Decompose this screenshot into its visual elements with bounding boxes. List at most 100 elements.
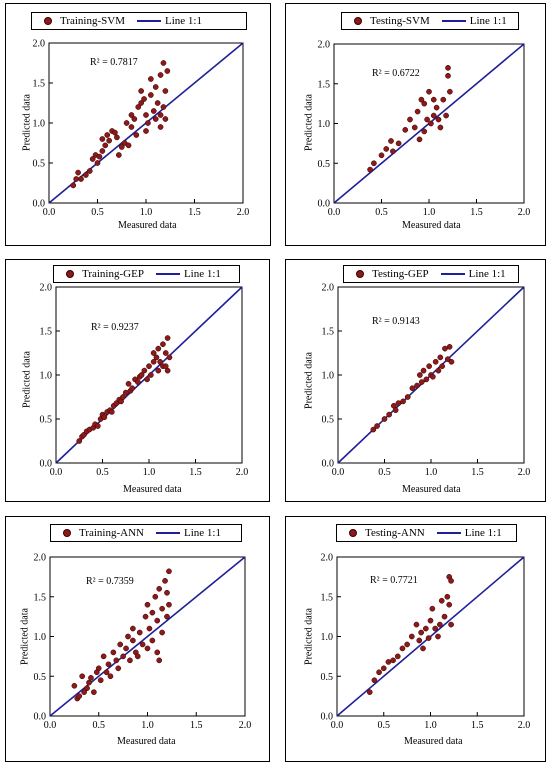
data-point: [144, 645, 151, 652]
x-tick-label: 0.5: [375, 207, 388, 218]
y-tick-label: 1.5: [34, 592, 47, 603]
data-point: [394, 653, 401, 660]
data-point: [71, 682, 78, 689]
y-tick-label: 1.5: [40, 327, 53, 338]
data-point: [150, 358, 157, 365]
data-point: [430, 96, 437, 103]
x-tick-label: 1.5: [471, 467, 484, 478]
data-point: [143, 112, 149, 118]
data-point: [370, 426, 377, 433]
data-point: [78, 176, 84, 182]
data-point: [148, 76, 154, 82]
data-point: [149, 609, 156, 616]
data-point: [113, 657, 120, 664]
y-tick-label: 0.5: [321, 672, 334, 683]
data-point: [96, 153, 103, 160]
data-point: [76, 693, 83, 699]
y-tick-label: 2.0: [322, 283, 335, 294]
data-point: [162, 88, 169, 94]
data-point: [390, 148, 396, 155]
data-point: [70, 182, 77, 189]
data-point: [402, 127, 409, 133]
chart-panel-testing-ann: Testing-ANN Line 1:1 R² = 0.7721 Predict…: [285, 516, 546, 762]
data-point: [154, 649, 161, 656]
data-point: [388, 138, 394, 144]
x-tick-label: 1.0: [423, 207, 436, 218]
data-point: [416, 136, 423, 143]
data-point: [430, 112, 437, 119]
data-point: [416, 637, 423, 644]
data-point: [407, 116, 413, 123]
data-point: [141, 367, 148, 374]
data-point: [154, 100, 161, 106]
data-point: [162, 578, 168, 584]
data-point: [99, 148, 106, 154]
data-point: [395, 140, 402, 147]
data-point: [411, 124, 418, 131]
data-point: [86, 679, 92, 686]
data-point: [164, 613, 170, 620]
r-squared-label: R² = 0.7721: [370, 575, 418, 586]
data-point: [164, 589, 170, 596]
chart-legend: Training-SVM Line 1:1: [31, 12, 247, 30]
data-point: [86, 168, 93, 174]
data-point: [146, 625, 153, 632]
chart-plot-area: 0.0 0.5 1.0 1.5 2.0 0.0 0.5 1.0 1.5 2.0: [40, 283, 249, 479]
data-point: [152, 593, 159, 600]
r-squared-label: R² = 0.7817: [90, 57, 138, 68]
legend-line-label: Line 1:1: [165, 15, 202, 27]
y-tick-label: 0.0: [322, 459, 335, 470]
chart-panel-training-gep: Training-GEP Line 1:1 R² = 0.9237 Predic…: [5, 259, 270, 502]
data-point: [145, 120, 151, 126]
data-point: [413, 621, 420, 628]
data-point: [160, 60, 167, 66]
y-tick-label: 1.0: [321, 632, 334, 643]
legend-marker-icon: [356, 270, 364, 278]
legend-marker-icon: [44, 17, 52, 25]
data-point: [427, 617, 434, 624]
legend-line-icon: [155, 273, 180, 275]
data-point: [143, 128, 149, 134]
data-point: [428, 120, 434, 127]
y-tick-label: 0.0: [33, 199, 46, 210]
y-tick-label: 0.0: [321, 712, 334, 723]
legend-line-icon: [436, 532, 461, 534]
x-tick-label: 1.0: [425, 467, 438, 478]
x-tick-label: 1.5: [189, 467, 202, 478]
data-point: [404, 394, 411, 400]
y-tick-label: 0.0: [34, 712, 47, 723]
chart-panel-training-svm: Training-SVM Line 1:1 R² = 0.7817 Predic…: [5, 3, 271, 246]
r-squared-label: R² = 0.6722: [372, 68, 420, 79]
x-axis-label: Measured data: [118, 220, 177, 231]
data-point: [138, 88, 144, 94]
data-point: [144, 601, 151, 608]
data-point: [100, 653, 107, 660]
data-point: [150, 108, 157, 114]
data-point: [164, 335, 171, 341]
x-tick-label: 2.0: [239, 720, 252, 731]
y-tick-label: 1.5: [321, 592, 334, 603]
chart-panel-testing-svm: Testing-SVM Line 1:1 R² = 0.6722 Predict…: [285, 3, 546, 246]
r-squared-label: R² = 0.9143: [372, 316, 420, 327]
data-point: [152, 116, 159, 122]
x-tick-label: 0.0: [50, 467, 63, 478]
x-axis-label: Measured data: [123, 484, 182, 495]
data-point: [118, 144, 125, 150]
data-point: [131, 116, 138, 122]
data-point: [420, 367, 427, 374]
y-tick-label: 2.0: [318, 40, 331, 51]
y-tick-label: 1.5: [322, 327, 335, 338]
x-tick-label: 0.5: [378, 467, 391, 478]
chart-legend: Testing-SVM Line 1:1: [341, 12, 519, 30]
y-tick-label: 0.0: [40, 459, 53, 470]
chart-plot-area: 0.0 0.5 1.0 1.5 2.0 0.0 0.5 1.0 1.5 2.0: [322, 283, 531, 479]
legend-series-label: Training-GEP: [82, 268, 144, 280]
x-axis-label: Measured data: [117, 736, 176, 747]
data-point: [114, 134, 120, 141]
data-point: [149, 637, 156, 644]
data-point: [84, 685, 90, 692]
data-point: [435, 367, 442, 374]
data-point: [117, 641, 124, 648]
data-point: [148, 372, 154, 378]
x-tick-label: 2.0: [518, 207, 531, 218]
